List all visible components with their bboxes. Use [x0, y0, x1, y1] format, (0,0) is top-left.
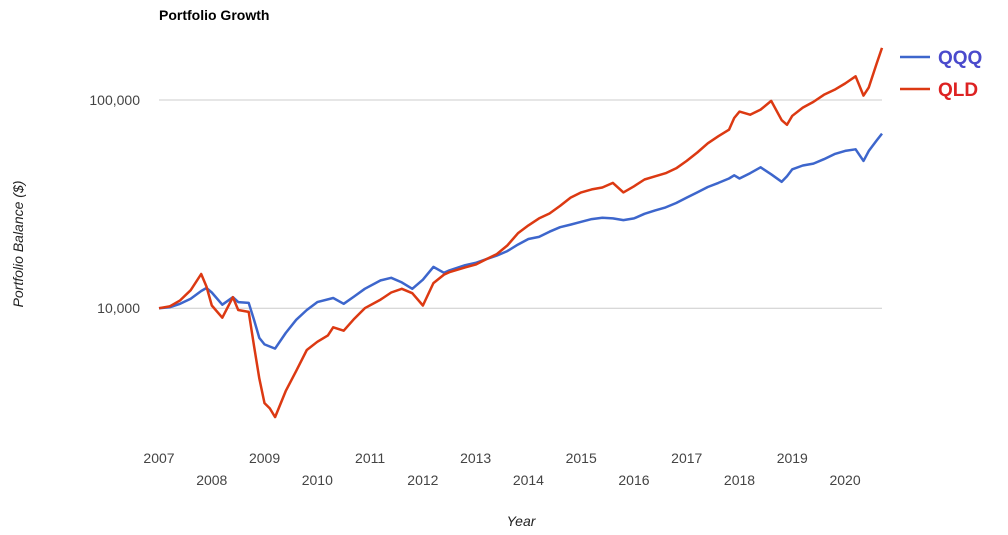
- series-line-qld: [158, 47, 884, 419]
- x-tick-label: 2008: [196, 472, 227, 488]
- x-tick-label: 2010: [302, 472, 333, 488]
- gridlines: [159, 99, 882, 309]
- x-tick-label: 2014: [513, 472, 544, 488]
- series-line-qqq: [158, 132, 883, 350]
- x-tick-label: 2012: [407, 472, 438, 488]
- x-tick-label: 2015: [566, 450, 597, 466]
- x-tick-label: 2016: [618, 472, 649, 488]
- x-tick-label: 2020: [829, 472, 860, 488]
- legend[interactable]: QQQ QLD: [900, 48, 982, 101]
- series-lines: [158, 47, 884, 419]
- x-tick-label: 2017: [671, 450, 702, 466]
- y-tick-label: 100,000: [89, 92, 140, 108]
- x-tick-label: 2018: [724, 472, 755, 488]
- legend-label-qqq: QQQ: [938, 48, 982, 69]
- x-axis-ticks: 2007 2008 2009 2010 2011 2012 2013 2014 2015 2016…: [143, 450, 860, 488]
- legend-label-qld: QLD: [938, 80, 978, 101]
- y-axis-ticks: 10,000 100,000: [89, 92, 140, 316]
- x-axis-title: Year: [507, 513, 537, 529]
- x-tick-label: 2013: [460, 450, 491, 466]
- y-tick-label: 10,000: [97, 300, 140, 316]
- x-tick-label: 2007: [143, 450, 174, 466]
- chart-title: Portfolio Growth: [159, 7, 269, 23]
- x-tick-label: 2011: [355, 450, 385, 466]
- y-axis-title: Portfolio Balance ($): [10, 181, 26, 308]
- x-tick-label: 2009: [249, 450, 280, 466]
- x-tick-label: 2019: [777, 450, 808, 466]
